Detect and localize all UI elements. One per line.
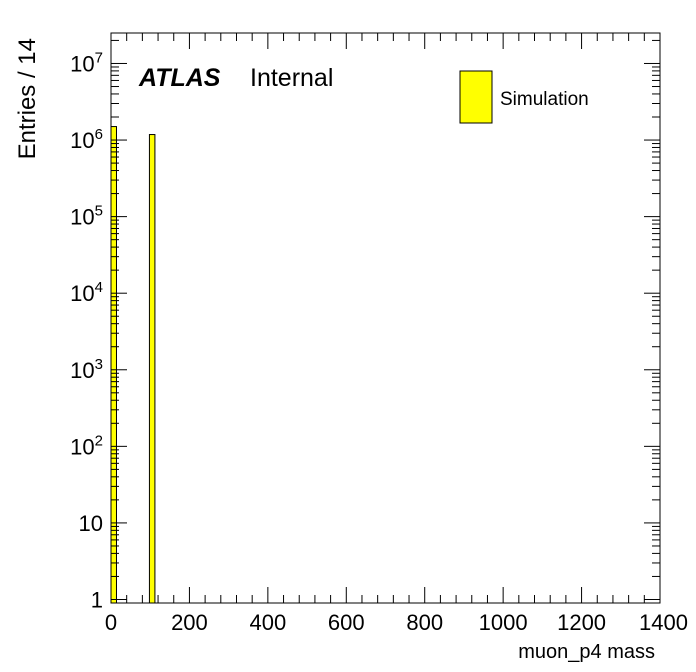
- x-tick-label: 800: [406, 610, 443, 635]
- x-tick-label: 1200: [557, 610, 606, 635]
- legend-entry-simulation: Simulation: [500, 89, 589, 110]
- y-tick-label: 10: [79, 511, 103, 536]
- internal-label: Internal: [250, 64, 333, 92]
- x-tick-label: 1000: [479, 610, 528, 635]
- y-tick-label: 102: [70, 432, 103, 459]
- atlas-label: ATLAS: [138, 64, 221, 92]
- x-tick-label: 400: [249, 610, 286, 635]
- x-axis-label: muon_p4 mass: [518, 641, 655, 663]
- y-axis-label: Entries / 14: [14, 38, 41, 159]
- x-tick-label: 600: [328, 610, 365, 635]
- major-ticks: [110, 33, 661, 603]
- plot-frame: [110, 32, 661, 604]
- x-tick-label: 200: [171, 610, 208, 635]
- histogram-bar-0: [110, 126, 117, 604]
- histogram-bar-1: [148, 134, 156, 604]
- x-tick-labels: 0 200 400 600 800 1000 1200 1400: [105, 610, 688, 635]
- x-tick-label: 0: [105, 610, 117, 635]
- minor-ticks: [111, 33, 660, 603]
- y-tick-labels: 1 10 102 103 104 105 106 107: [70, 49, 103, 612]
- y-tick-label: 104: [70, 279, 103, 306]
- y-tick-label: 107: [70, 49, 103, 76]
- bars-group: [110, 126, 156, 604]
- y-tick-label: 1: [91, 587, 103, 612]
- y-tick-label: 105: [70, 203, 103, 230]
- y-tick-label: 106: [70, 126, 103, 153]
- x-tick-label: 1400: [639, 610, 688, 635]
- legend-swatch: [459, 70, 493, 124]
- y-tick-label: 103: [70, 356, 103, 383]
